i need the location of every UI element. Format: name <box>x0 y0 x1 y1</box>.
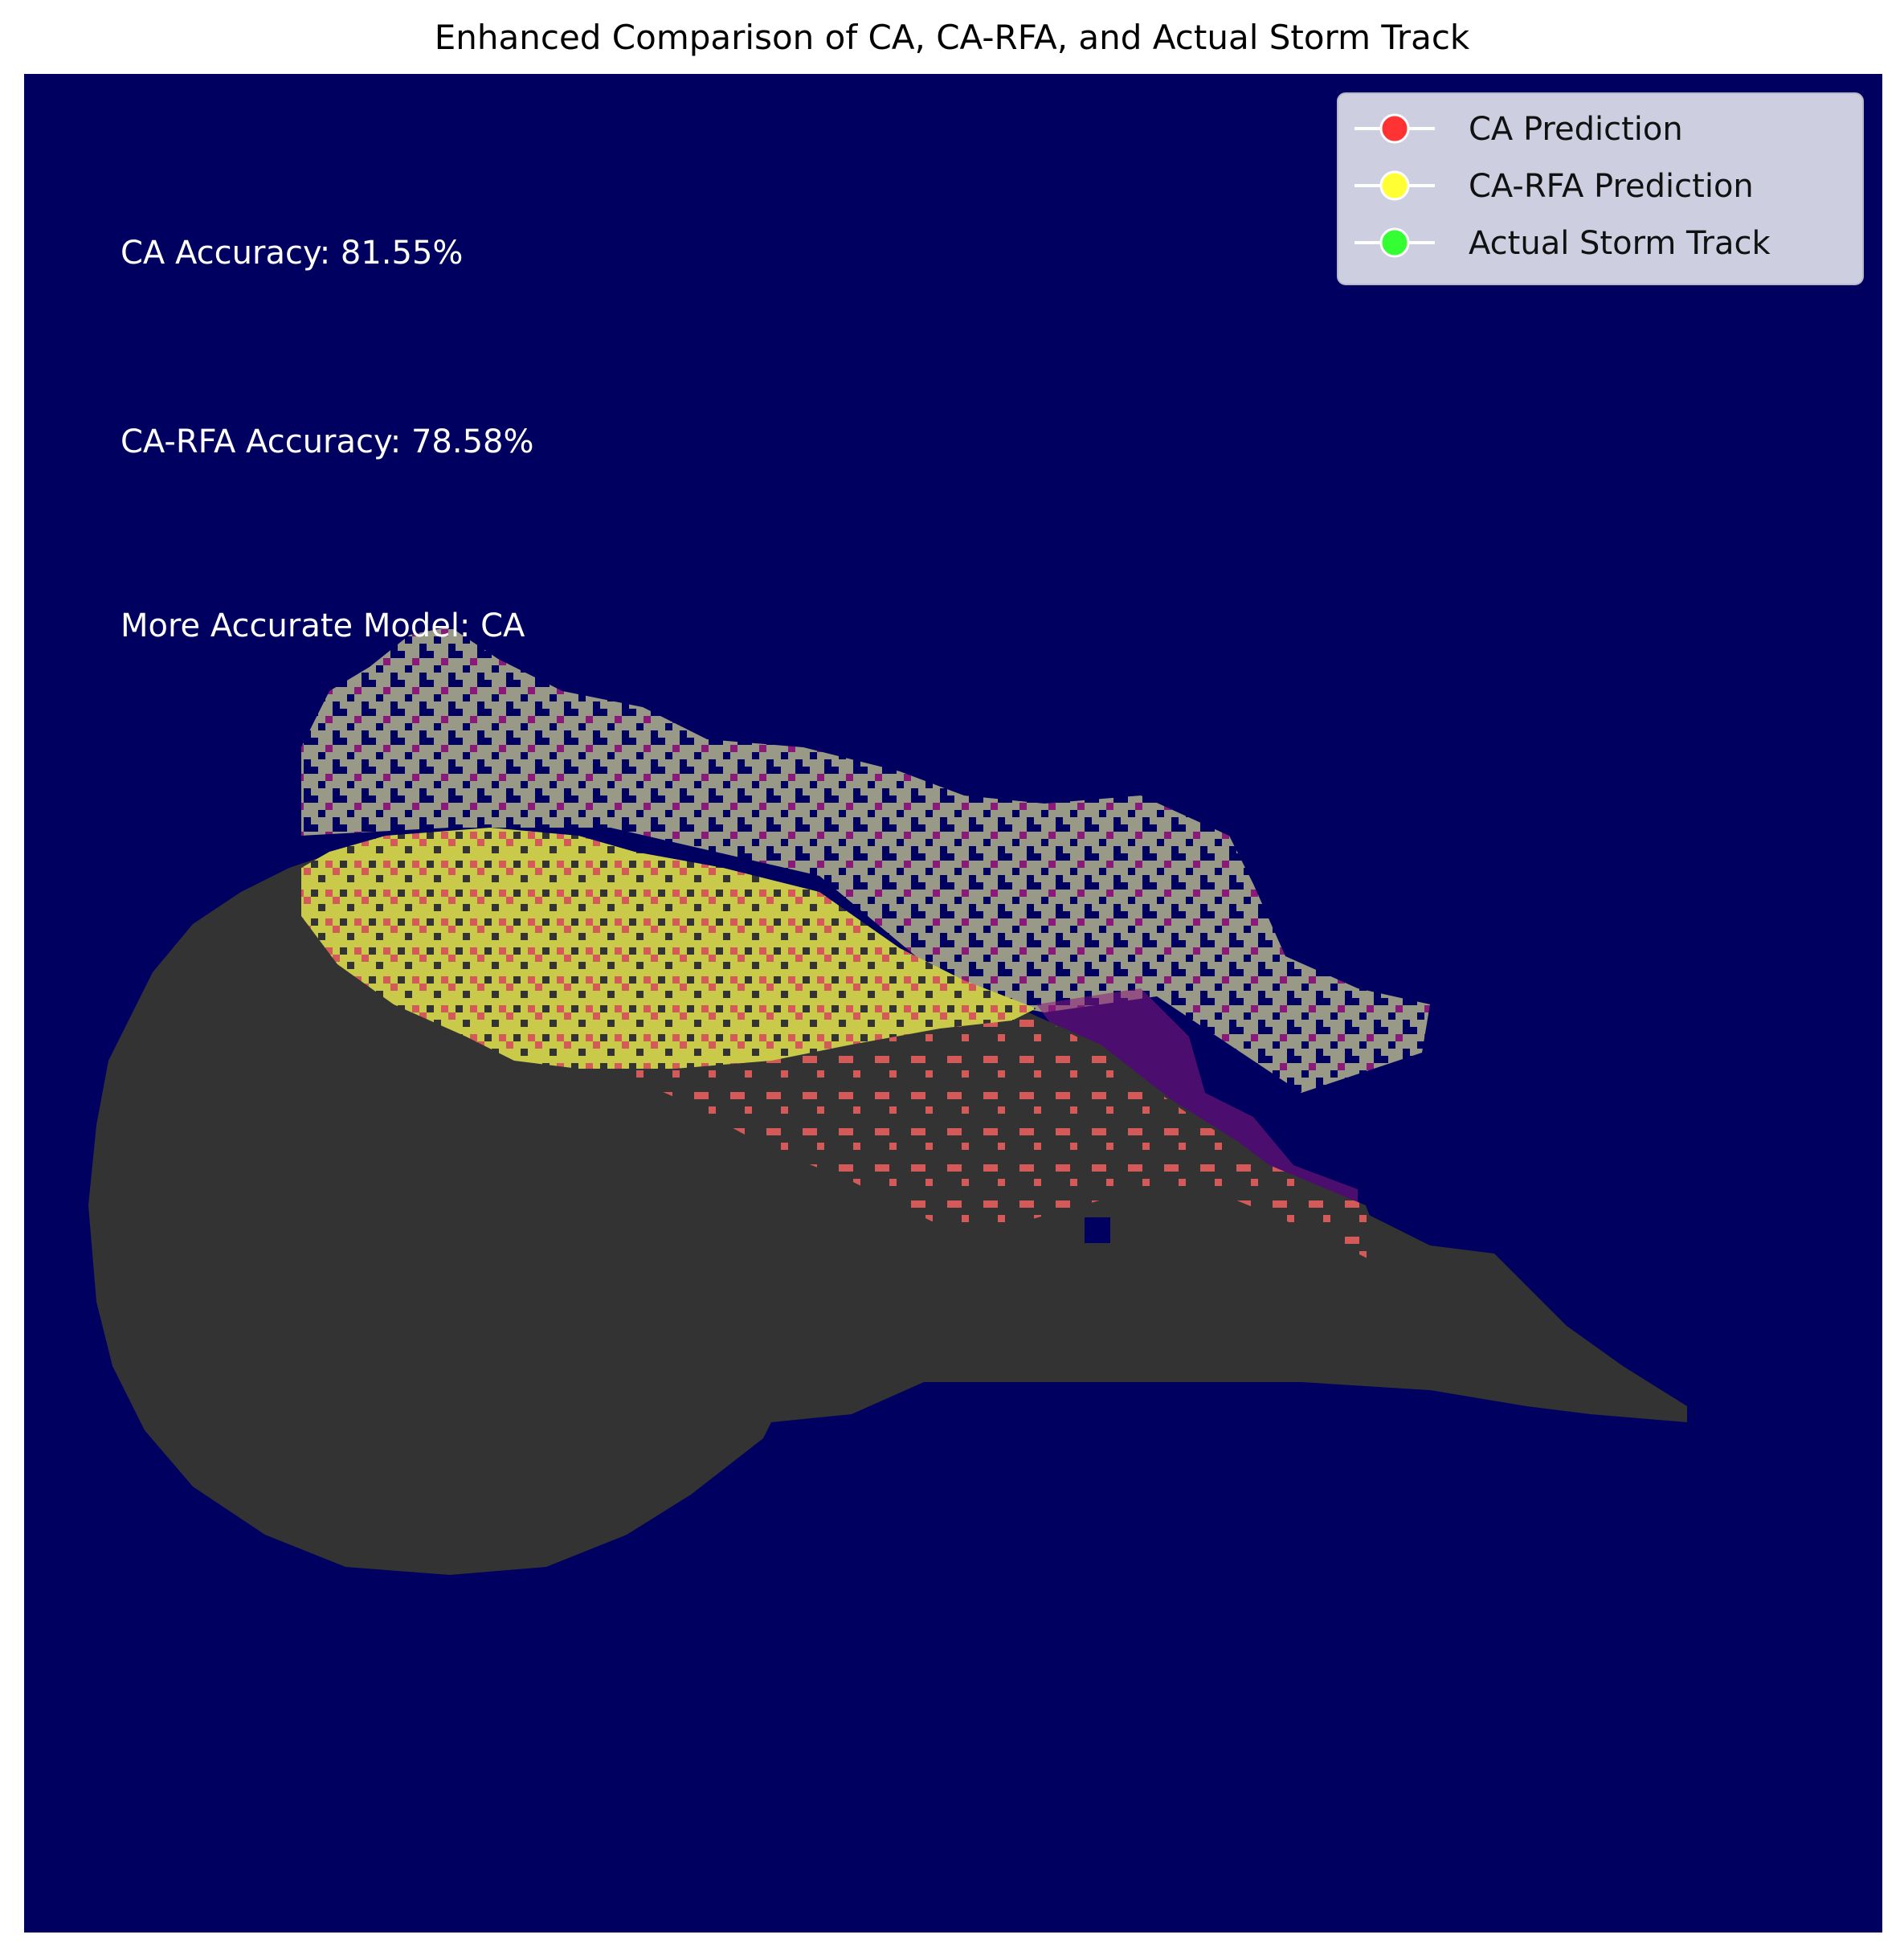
legend-box <box>1337 92 1864 285</box>
ca-rfa-region <box>301 828 1036 1069</box>
storm-noise-mixed-region <box>1036 988 1358 1205</box>
legend-marker-2 <box>1379 227 1410 258</box>
ca-accuracy-annotation: CA Accuracy: 81.55% <box>121 235 463 272</box>
legend-item-1: CA-RFA Prediction <box>1354 168 1754 205</box>
legend: CA Prediction CA-RFA Prediction Actual Sto… <box>1337 92 1864 285</box>
more-accurate-model-annotation: More Accurate Model: CA <box>121 607 525 644</box>
legend-item-2: Actual Storm Track <box>1354 225 1771 262</box>
ca-rfa-accuracy-annotation: CA-RFA Accuracy: 78.58% <box>121 423 533 460</box>
legend-item-0: CA Prediction <box>1354 111 1683 148</box>
storm-noise-region <box>301 627 1430 1093</box>
legend-marker-1 <box>1379 170 1410 201</box>
chart-title: Enhanced Comparison of CA, CA-RFA, and A… <box>434 18 1470 57</box>
legend-marker-0 <box>1379 113 1410 144</box>
legend-label-2: Actual Storm Track <box>1469 225 1771 262</box>
track-hole <box>1085 1217 1110 1243</box>
legend-label-1: CA-RFA Prediction <box>1469 168 1754 205</box>
legend-label-0: CA Prediction <box>1469 111 1683 148</box>
